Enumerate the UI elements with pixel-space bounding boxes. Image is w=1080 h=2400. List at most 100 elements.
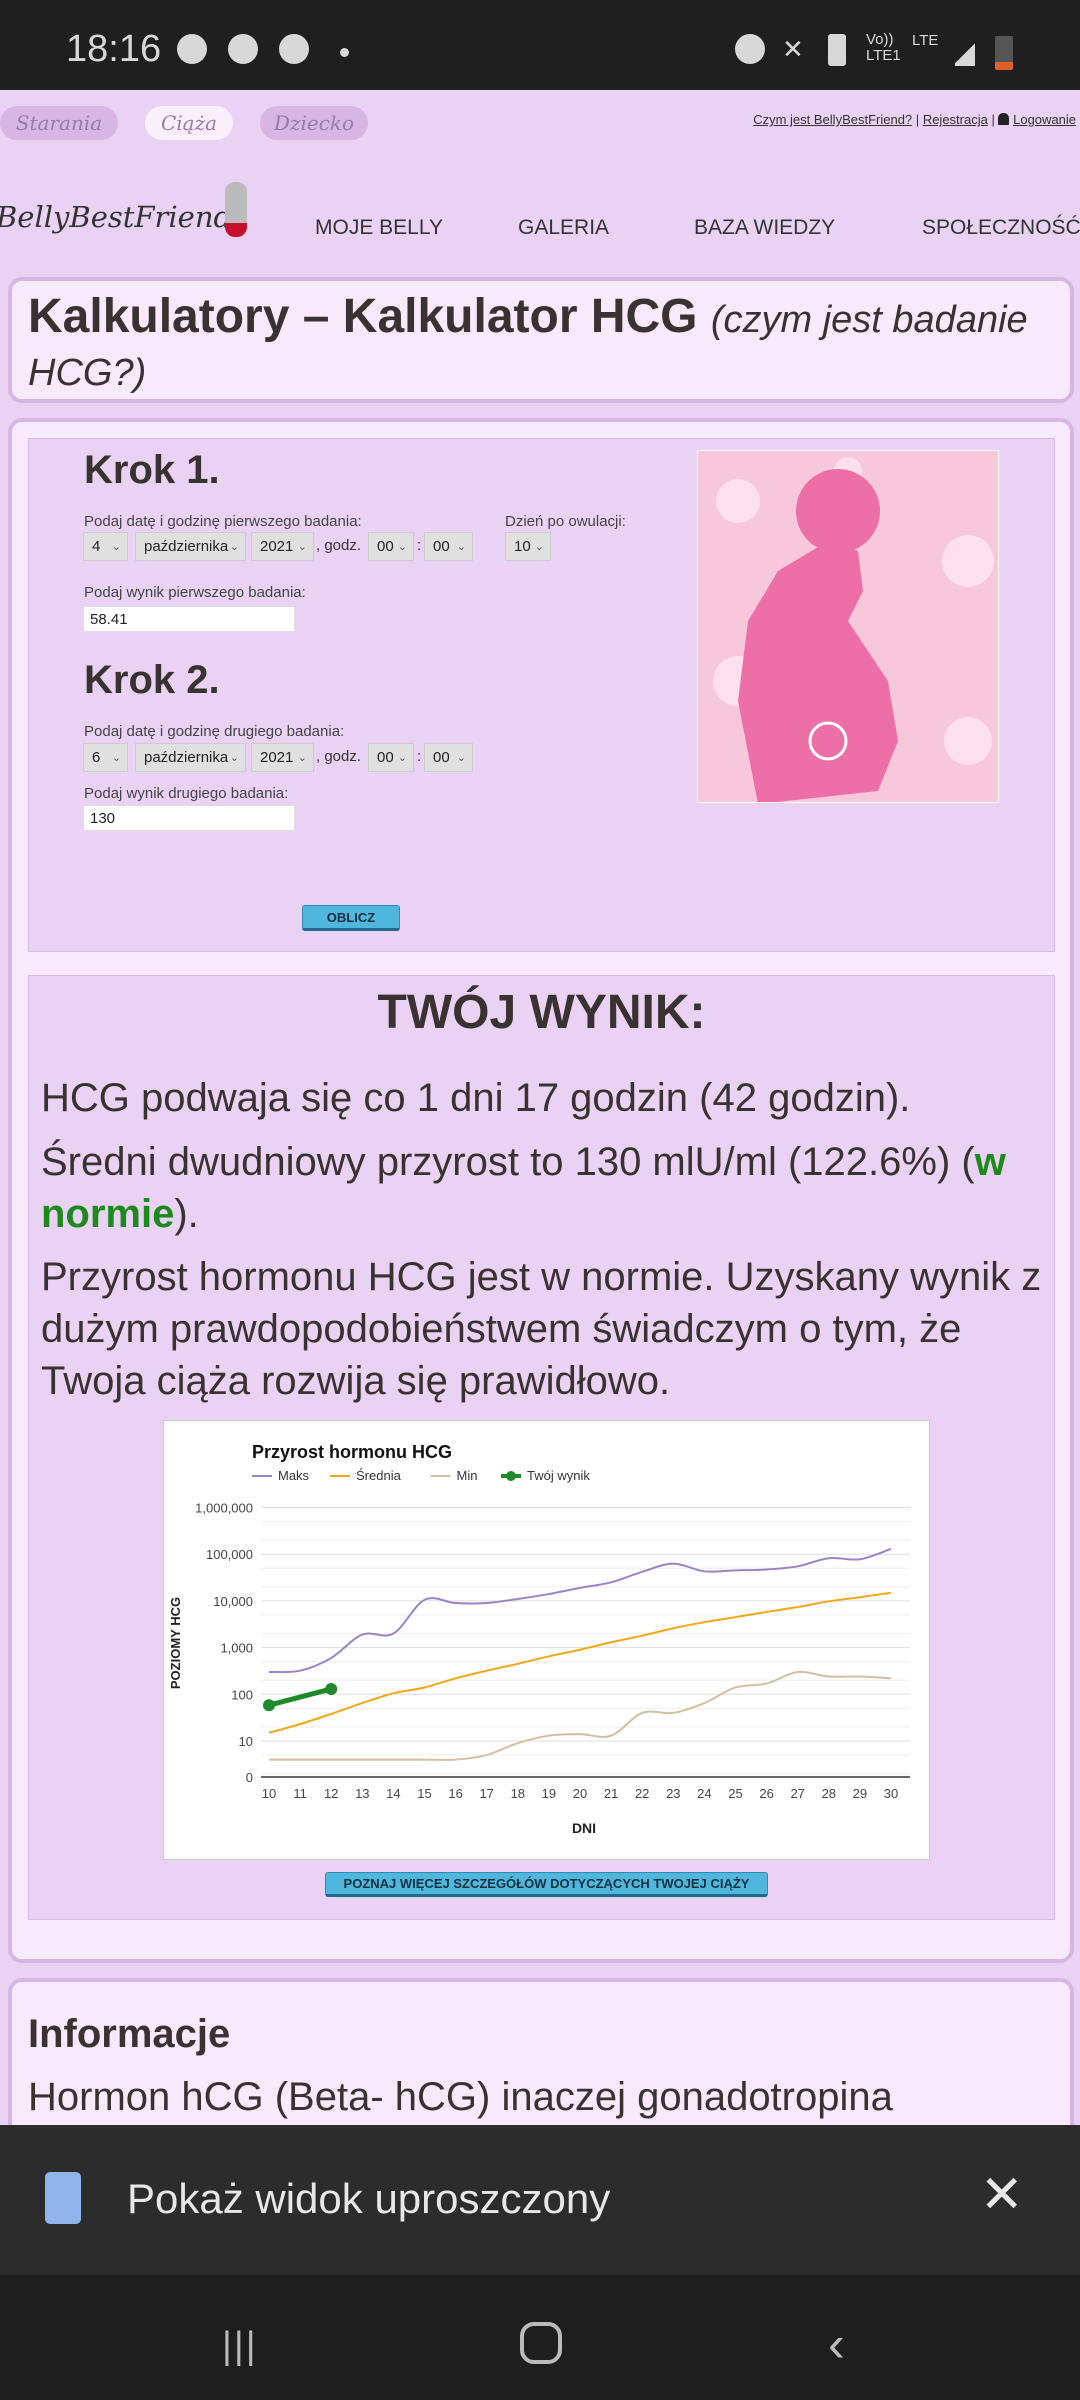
logo[interactable]: BellyBestFriend bbox=[0, 200, 233, 234]
info-heading: Informacje bbox=[28, 2012, 231, 2056]
step2-date-label: Podaj datę i godzinę drugiego badania: bbox=[84, 723, 345, 740]
chevron-down-icon: ⌄ bbox=[397, 541, 407, 553]
data-point bbox=[325, 1682, 338, 1695]
value: 10 bbox=[514, 538, 531, 555]
value: 00 bbox=[377, 749, 394, 766]
x-tick-label: 15 bbox=[417, 1786, 431, 1801]
step2-hour-select[interactable]: 00 ⌄ bbox=[368, 743, 414, 772]
nav-galeria[interactable]: GALERIA bbox=[518, 216, 610, 239]
logo-figure-icon bbox=[225, 182, 247, 237]
colon: : bbox=[417, 537, 422, 554]
value: 00 bbox=[377, 538, 394, 555]
x-tick-label: 27 bbox=[790, 1786, 804, 1801]
more-details-button[interactable]: POZNAJ WIĘCEJ SZCZEGÓŁÓW DOTYCZĄCYCH TWO… bbox=[325, 1872, 768, 1897]
legend-label: Twój wynik bbox=[527, 1468, 590, 1483]
system-nav-bar: ||| ‹ bbox=[0, 2275, 1080, 2400]
step2-minute-select[interactable]: 00 ⌄ bbox=[424, 743, 473, 772]
ovulation-day-select[interactable]: 10 ⌄ bbox=[505, 532, 551, 561]
chart-legend: Maks Średnia Min Twój wynik bbox=[252, 1468, 590, 1483]
title-sub: (czym jest badanie HCG?) bbox=[28, 299, 1028, 394]
step1-month-select[interactable]: października ⌄ bbox=[135, 532, 246, 561]
pill-dziecko[interactable]: Dziecko bbox=[260, 106, 368, 140]
lte-icon: LTE bbox=[912, 32, 939, 49]
y-tick-label: 100 bbox=[231, 1687, 253, 1702]
title-card bbox=[8, 277, 1074, 403]
step1-minute-select[interactable]: 00 ⌄ bbox=[424, 532, 473, 561]
status-bar: 18:16 ✕ Vo)) LTE1 LTE bbox=[0, 0, 1080, 90]
x-tick-label: 13 bbox=[355, 1786, 369, 1801]
what-is-hcg-link[interactable]: czym jest badanie HCG? bbox=[28, 299, 1028, 394]
register-link[interactable]: Rejestracja bbox=[922, 112, 988, 127]
x-tick-label: 22 bbox=[635, 1786, 649, 1801]
x-tick-label: 10 bbox=[262, 1786, 276, 1801]
value: 6 bbox=[92, 749, 101, 766]
data-point bbox=[263, 1699, 275, 1712]
step1-day-select[interactable]: 4 ⌄ bbox=[83, 532, 128, 561]
battery-icon bbox=[995, 36, 1013, 70]
battery-saver-icon bbox=[828, 34, 846, 66]
chevron-down-icon: ⌄ bbox=[456, 541, 466, 553]
page-title: Kalkulatory – Kalkulator HCG (czym jest … bbox=[28, 292, 1048, 398]
step2-day-select[interactable]: 6 ⌄ bbox=[83, 743, 128, 772]
separator: | bbox=[991, 112, 995, 127]
face-icon bbox=[279, 34, 309, 64]
volte-icon: Vo)) LTE1 bbox=[866, 31, 901, 64]
godz-label: , godz. bbox=[316, 748, 362, 765]
x-tick-label: 25 bbox=[728, 1786, 742, 1801]
chevron-down-icon: ⌄ bbox=[297, 541, 307, 553]
hcg-chart: Przyrost hormonu HCG Maks Średnia Min Twój … bbox=[163, 1420, 930, 1860]
x-tick-label: 14 bbox=[386, 1786, 400, 1801]
value: 2021 bbox=[260, 538, 294, 555]
dot-icon bbox=[340, 48, 349, 57]
legend-label: Średnia bbox=[356, 1468, 402, 1483]
messenger-icon bbox=[228, 34, 258, 64]
x-tick-label: 17 bbox=[479, 1786, 493, 1801]
home-icon[interactable] bbox=[520, 2322, 562, 2364]
x-tick-label: 19 bbox=[542, 1786, 556, 1801]
chevron-down-icon: ⌄ bbox=[397, 752, 407, 764]
back-icon[interactable]: ‹ bbox=[828, 2316, 845, 2372]
paren: ) bbox=[133, 352, 147, 394]
nav-spolecznosc[interactable]: SPOŁECZNOŚĆ bbox=[922, 216, 1080, 239]
calculate-button[interactable]: OBLICZ bbox=[302, 905, 400, 931]
chevron-down-icon: ⌄ bbox=[111, 541, 121, 553]
recents-icon[interactable]: ||| bbox=[222, 2325, 258, 2367]
separator: | bbox=[915, 112, 920, 127]
step1-hour-select[interactable]: 00 ⌄ bbox=[368, 532, 414, 561]
y-tick-label: 1,000 bbox=[220, 1641, 253, 1656]
simplified-view-banner[interactable]: Pokaż widok uproszczony ✕ bbox=[0, 2125, 1080, 2275]
pill-starania[interactable]: Starania bbox=[0, 106, 118, 140]
pill-ciaza[interactable]: Ciąża bbox=[145, 106, 233, 140]
result-growth: Średni dwudniowy przyrost to 130 mlU/ml … bbox=[41, 1136, 1051, 1240]
y-tick-label: 10 bbox=[239, 1734, 253, 1749]
nav-moje-belly[interactable]: MOJE BELLY bbox=[315, 216, 443, 239]
mute-icon: ✕ bbox=[782, 34, 804, 64]
y-tick-label: 10,000 bbox=[213, 1594, 253, 1609]
legend-label: Maks bbox=[278, 1468, 310, 1483]
close-icon[interactable]: ✕ bbox=[980, 2166, 1024, 2224]
login-link[interactable]: Logowanie bbox=[1013, 112, 1076, 127]
x-tick-label: 23 bbox=[666, 1786, 680, 1801]
step1-result-input[interactable]: 58.41 bbox=[83, 606, 295, 632]
status-normal: w normie bbox=[41, 1140, 1006, 1236]
chart-svg: Przyrost hormonu HCG Maks Średnia Min Twój … bbox=[168, 1442, 910, 1836]
x-axis-label: DNI bbox=[572, 1820, 596, 1836]
step2-year-select[interactable]: 2021 ⌄ bbox=[251, 743, 314, 772]
calculators-link[interactable]: Kalkulatory bbox=[28, 290, 290, 343]
series-line-Maks bbox=[268, 1547, 892, 1674]
colon: : bbox=[417, 748, 422, 765]
step2-result-input[interactable]: 130 bbox=[83, 805, 295, 831]
chevron-down-icon: ⌄ bbox=[229, 752, 239, 764]
chart-title: Przyrost hormonu HCG bbox=[252, 1442, 452, 1462]
step1-year-select[interactable]: 2021 ⌄ bbox=[251, 532, 314, 561]
x-tick-label: 26 bbox=[759, 1786, 773, 1801]
chevron-down-icon: ⌄ bbox=[229, 541, 239, 553]
result-doubling: HCG podwaja się co 1 dni 17 godzin (42 g… bbox=[41, 1076, 911, 1120]
about-link[interactable]: Czym jest BellyBestFriend? bbox=[753, 112, 913, 127]
x-tick-label: 30 bbox=[884, 1786, 898, 1801]
nav-baza-wiedzy[interactable]: BAZA WIEDZY bbox=[694, 216, 836, 239]
title-text: – Kalkulator HCG bbox=[289, 290, 711, 343]
step2-month-select[interactable]: października ⌄ bbox=[135, 743, 246, 772]
chevron-down-icon: ⌄ bbox=[456, 752, 466, 764]
value: 4 bbox=[92, 538, 101, 555]
